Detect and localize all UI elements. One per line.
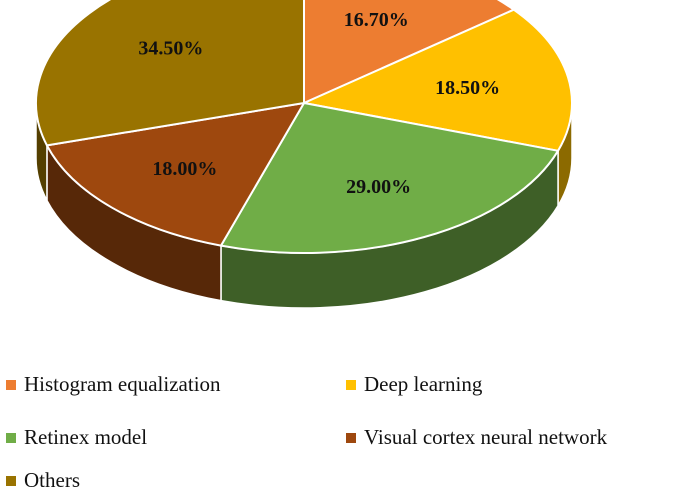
- legend-label-deep-learning: Deep learning: [364, 372, 483, 396]
- data-label-others: 34.50%: [138, 37, 203, 59]
- legend-label-visual-cortex-neural-network: Visual cortex neural network: [364, 425, 608, 449]
- pie-slice-visual-cortex-neural-network: [45, 102, 305, 247]
- legend-item-deep-learning: Deep learning: [346, 372, 482, 397]
- legend-item-histogram-equalization: Histogram equalization: [6, 372, 221, 397]
- legend-swatch-visual-cortex-neural-network: [346, 432, 356, 443]
- pie-slice-histogram-equalization: [303, 0, 515, 104]
- data-label-histogram-equalization: 16.70%: [344, 9, 409, 31]
- legend-label-histogram-equalization: Histogram equalization: [24, 372, 221, 396]
- data-label-visual-cortex-neural-network: 18.00%: [152, 158, 217, 180]
- legend-label-retinex-model: Retinex model: [24, 425, 148, 449]
- legend-swatch-retinex-model: [6, 432, 16, 443]
- legend-item-retinex-model: Retinex model: [6, 425, 147, 450]
- legend-item-others: Others: [6, 468, 80, 493]
- pie-slice-others: [35, 0, 305, 147]
- legend-swatch-deep-learning: [346, 379, 356, 390]
- data-label-retinex-model: 29.00%: [346, 176, 411, 198]
- legend-swatch-histogram-equalization: [6, 379, 16, 390]
- legend-label-others: Others: [24, 468, 80, 492]
- pie-chart: 16.70% 18.50% 29.00% 18.00% 34.50%: [35, 0, 573, 309]
- pie-data-labels: 16.70% 18.50% 29.00% 18.00% 34.50%: [138, 9, 500, 198]
- pie-slice-retinex-model: [219, 102, 560, 254]
- legend-swatch-others: [6, 475, 16, 486]
- data-label-deep-learning: 18.50%: [435, 77, 500, 99]
- pie-slices: [35, 0, 573, 254]
- legend-item-visual-cortex-neural-network: Visual cortex neural network: [346, 425, 607, 450]
